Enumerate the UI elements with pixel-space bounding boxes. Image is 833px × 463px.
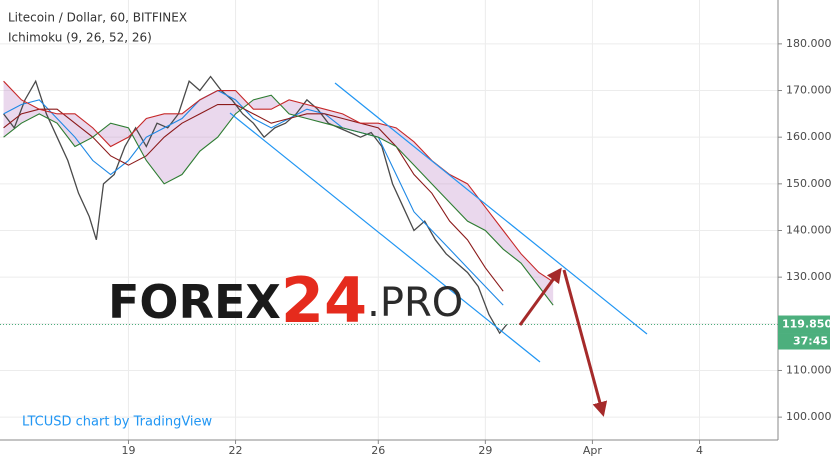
- last-price-label: 119.850: [782, 318, 832, 331]
- countdown-box: [778, 333, 830, 350]
- chart-title: Litecoin / Dollar, 60, BITFINEX: [8, 11, 187, 25]
- watermark-part: 24: [281, 264, 367, 337]
- channel-lower: [229, 112, 541, 363]
- y-tick-label: 140.000: [786, 223, 832, 236]
- axis-layer: 100.000110.000120.000130.000140.000150.0…: [121, 37, 832, 457]
- watermark: FOREX24.PRO: [108, 264, 463, 337]
- arrow-down: [562, 269, 608, 417]
- y-tick-label: 100.000: [786, 410, 832, 423]
- last-price-box: [778, 315, 830, 334]
- plot-layer: [0, 75, 778, 335]
- series-line: [3, 80, 554, 283]
- x-tick-label: Apr: [583, 444, 603, 457]
- y-tick-label: 170.000: [786, 84, 832, 97]
- arrow-up: [518, 267, 562, 326]
- watermark-part: FOREX: [108, 275, 281, 329]
- credit: LTCUSD chart by TradingView: [22, 415, 213, 430]
- watermark-part: .PRO: [367, 280, 463, 326]
- series-line: [3, 89, 504, 306]
- y-tick-label: 110.000: [786, 363, 832, 376]
- x-tick-label: 29: [478, 444, 492, 457]
- x-tick-label: 19: [121, 444, 135, 457]
- countdown: 37:45: [793, 335, 828, 348]
- channel-upper: [334, 82, 648, 335]
- series-line: [3, 103, 504, 292]
- x-tick-label: 4: [696, 444, 703, 457]
- y-tick-label: 130.000: [786, 270, 832, 283]
- y-tick-label: 160.000: [786, 130, 832, 143]
- grid-layer: [0, 0, 778, 440]
- x-tick-label: 22: [229, 444, 243, 457]
- indicator-label: Ichimoku (9, 26, 52, 26): [8, 31, 152, 45]
- x-tick-label: 26: [371, 444, 385, 457]
- series-line: [3, 75, 508, 335]
- y-tick-label: 150.000: [786, 177, 832, 190]
- y-tick-label: 180.000: [786, 37, 832, 50]
